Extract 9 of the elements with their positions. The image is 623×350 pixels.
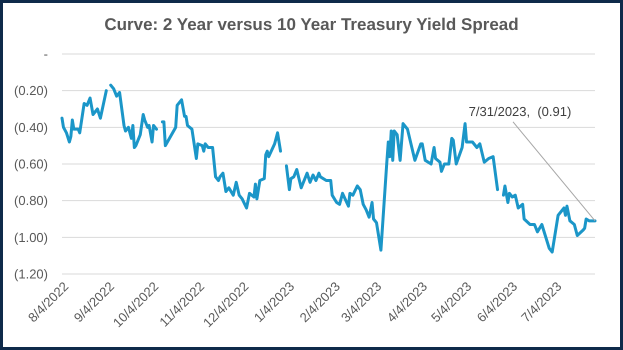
annotation: 7/31/2023, (0.91) — [468, 104, 572, 119]
y-tick-label: - — [44, 46, 48, 62]
y-tick-label: (0.60) — [14, 156, 48, 172]
chart-title: Curve: 2 Year versus 10 Year Treasury Yield Spread — [104, 15, 519, 34]
y-tick-label: (1.20) — [14, 266, 48, 282]
y-tick-label: (0.20) — [14, 83, 48, 98]
y-tick-label: (1.00) — [14, 230, 48, 245]
y-tick-label: (0.80) — [14, 193, 48, 208]
y-tick-label: (0.40) — [14, 120, 48, 135]
